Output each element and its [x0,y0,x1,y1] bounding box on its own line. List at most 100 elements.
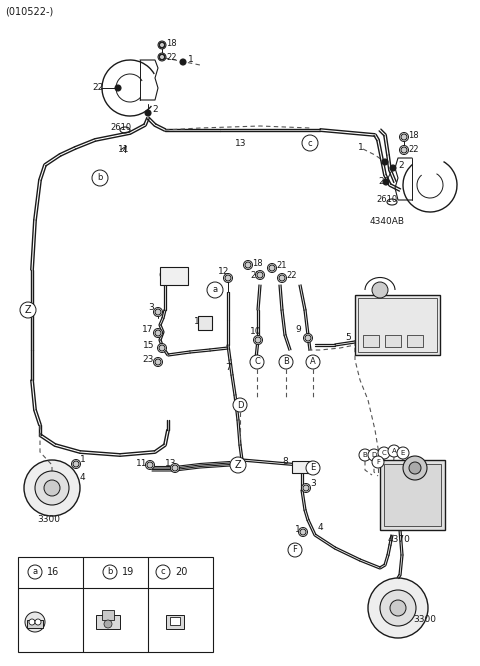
Circle shape [157,344,167,352]
Text: 22: 22 [408,145,419,155]
Circle shape [409,462,421,474]
Circle shape [147,462,153,468]
Text: 22: 22 [92,83,103,93]
Circle shape [73,461,79,467]
Text: F: F [293,545,298,555]
Circle shape [159,42,165,48]
Text: 8: 8 [282,458,288,466]
Text: 21: 21 [276,262,287,270]
Text: (010522-): (010522-) [5,7,53,17]
Circle shape [155,359,161,365]
Circle shape [224,274,232,282]
Text: 13: 13 [165,458,177,468]
Circle shape [159,43,165,47]
Circle shape [44,480,60,496]
Circle shape [230,457,246,473]
Text: A: A [310,358,316,366]
Circle shape [243,260,252,270]
Text: c: c [308,139,312,147]
Text: D: D [372,452,377,458]
Circle shape [279,355,293,369]
Circle shape [154,358,163,366]
Circle shape [301,484,311,492]
Bar [407,335,423,347]
Text: 12: 12 [218,268,229,276]
Circle shape [154,328,163,338]
Circle shape [383,179,389,185]
Circle shape [380,590,416,626]
Text: 15: 15 [143,340,155,350]
Circle shape [233,398,247,412]
Text: 19: 19 [122,567,134,577]
Text: 22: 22 [250,270,261,280]
Bar [363,335,379,347]
Circle shape [399,145,408,155]
Circle shape [306,355,320,369]
Text: 10: 10 [250,328,262,336]
Text: Z: Z [24,305,31,315]
Text: 18: 18 [252,258,263,268]
Circle shape [305,335,311,341]
Circle shape [156,565,170,579]
Circle shape [397,447,409,459]
Bar [170,617,180,625]
Text: 2610: 2610 [376,196,397,204]
Text: 14: 14 [194,318,205,326]
Circle shape [172,465,178,471]
Bar [358,298,437,352]
Text: 1: 1 [358,143,364,151]
Text: A: A [392,448,396,454]
Circle shape [24,460,80,516]
Text: 22: 22 [166,53,177,61]
Text: 4: 4 [80,472,85,482]
Text: 2: 2 [152,105,157,115]
Circle shape [20,302,36,318]
Text: 5: 5 [345,334,351,342]
Circle shape [368,578,428,638]
Text: 4: 4 [318,523,324,531]
Bar [385,335,401,347]
Circle shape [390,165,396,171]
Text: 1: 1 [295,525,301,535]
Circle shape [245,262,251,268]
Circle shape [382,159,388,165]
Text: B: B [362,452,367,458]
Text: 2: 2 [398,161,404,170]
Text: 4370: 4370 [388,535,411,545]
Circle shape [368,449,380,461]
Text: C: C [254,358,260,366]
Circle shape [145,110,151,116]
Text: 23: 23 [142,356,154,364]
Circle shape [306,461,320,475]
Text: 3300: 3300 [413,615,436,625]
Text: c: c [161,567,165,577]
Circle shape [401,134,407,140]
Text: 18: 18 [166,39,177,49]
Circle shape [115,85,121,91]
Circle shape [155,330,161,336]
Circle shape [267,264,276,272]
Bar [96,615,120,629]
Circle shape [255,270,264,280]
Circle shape [399,133,408,141]
Circle shape [155,309,161,315]
Circle shape [372,282,388,298]
Text: 2610: 2610 [110,123,131,133]
Circle shape [253,336,263,344]
Text: 20: 20 [175,567,187,577]
Circle shape [372,456,384,468]
Text: b: b [97,174,103,182]
Text: 1: 1 [188,55,194,65]
Circle shape [92,170,108,186]
Circle shape [378,447,390,459]
Circle shape [279,275,285,281]
Circle shape [158,41,166,49]
Circle shape [207,282,223,298]
Text: E: E [401,450,405,456]
Circle shape [158,53,166,61]
Circle shape [104,620,112,628]
Circle shape [72,460,81,468]
Circle shape [255,337,261,343]
Bar [27,620,43,628]
Circle shape [159,54,165,60]
